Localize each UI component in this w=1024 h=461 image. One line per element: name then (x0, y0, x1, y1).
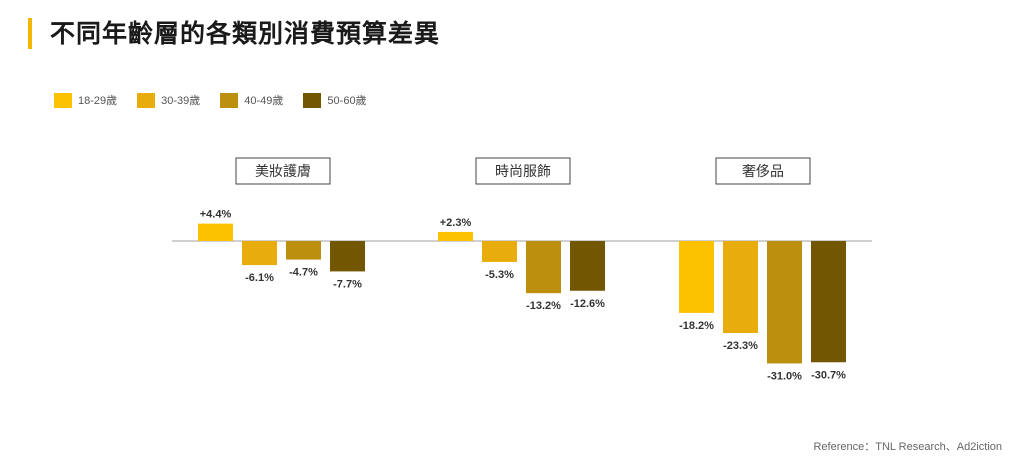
legend-item: 50-60歲 (303, 92, 367, 108)
category-box (235, 157, 331, 185)
legend-label: 50-60歲 (327, 95, 367, 107)
bar (570, 241, 605, 291)
bar (438, 231, 473, 241)
bar (767, 241, 802, 364)
category-box (715, 157, 811, 185)
bar (526, 241, 561, 294)
legend: 18-29歲 30-39歲 40-49歲 50-60歲 (54, 92, 367, 108)
legend-label: 40-49歲 (244, 95, 284, 107)
data-label: -31.0% (767, 370, 802, 382)
legend-swatch (137, 92, 156, 108)
page-title: 不同年齡層的各類別消費預算差異 (50, 19, 441, 48)
data-label: +2.3% (440, 217, 472, 229)
category-label: 奢侈品 (742, 164, 784, 180)
data-label: -23.3% (723, 340, 758, 352)
data-label: -5.3% (485, 269, 514, 281)
legend-label: 18-29歲 (78, 95, 118, 107)
legend-item: 30-39歲 (137, 92, 200, 108)
legend-swatch (303, 92, 322, 108)
legend-label: 30-39歲 (161, 95, 201, 107)
data-label: -30.7% (811, 369, 846, 381)
data-label: +4.4% (200, 209, 232, 221)
legend-item: 40-49歲 (220, 92, 283, 108)
legend-swatch (220, 92, 239, 108)
bar (198, 223, 233, 241)
bar (723, 241, 758, 334)
bar (286, 241, 321, 260)
legend-swatch (54, 92, 72, 108)
bar (482, 241, 517, 262)
category-box (475, 157, 571, 185)
bar (811, 241, 846, 363)
data-label: -18.2% (679, 320, 714, 332)
data-label: -12.6% (570, 298, 605, 310)
data-label: -6.1% (245, 272, 274, 284)
bar (679, 241, 714, 313)
data-label: -13.2% (526, 300, 561, 312)
bar (242, 241, 277, 266)
bar (330, 241, 365, 272)
category-label: 美妝護膚 (255, 164, 311, 180)
data-label: -4.7% (289, 267, 318, 279)
category-label: 時尚服飾 (495, 164, 551, 180)
reference-note: Reference：TNL Research、Ad2iction (813, 441, 1002, 453)
title-accent-bar (28, 18, 32, 49)
data-label: -7.7% (333, 278, 362, 290)
legend-item: 18-29歲 (54, 92, 117, 108)
